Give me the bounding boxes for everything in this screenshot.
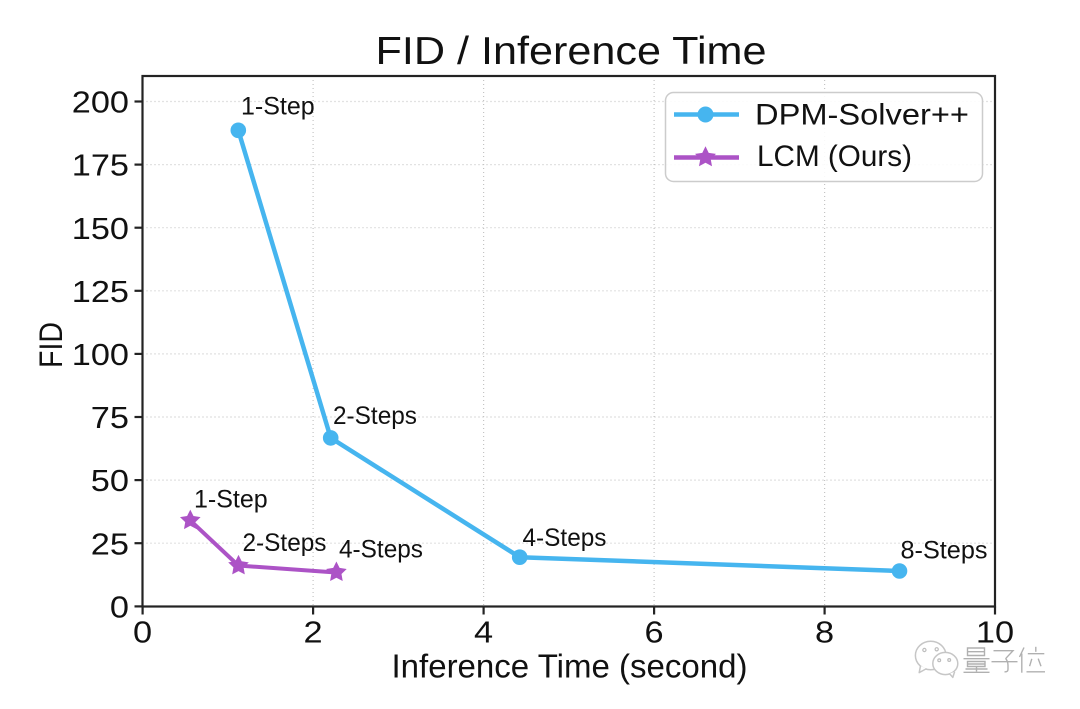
svg-text:Inference Time (second): Inference Time (second) bbox=[392, 647, 748, 684]
svg-text:25: 25 bbox=[91, 526, 129, 561]
svg-text:150: 150 bbox=[72, 211, 129, 246]
svg-text:0: 0 bbox=[133, 614, 152, 649]
svg-text:6: 6 bbox=[645, 614, 664, 649]
svg-text:FID / Inference Time: FID / Inference Time bbox=[376, 30, 767, 73]
svg-text:125: 125 bbox=[72, 274, 129, 309]
svg-text:0: 0 bbox=[110, 590, 129, 625]
svg-text:1-Step: 1-Step bbox=[241, 93, 315, 121]
svg-text:100: 100 bbox=[72, 337, 129, 372]
svg-text:2: 2 bbox=[304, 614, 323, 649]
svg-text:4: 4 bbox=[474, 614, 493, 649]
svg-text:FID: FID bbox=[33, 322, 69, 368]
svg-text:1-Step: 1-Step bbox=[194, 486, 268, 514]
svg-text:2-Steps: 2-Steps bbox=[333, 402, 417, 430]
svg-text:4-Steps: 4-Steps bbox=[339, 536, 423, 564]
svg-text:75: 75 bbox=[91, 400, 129, 435]
svg-text:8: 8 bbox=[815, 614, 834, 649]
svg-text:2-Steps: 2-Steps bbox=[243, 529, 327, 557]
svg-text:10: 10 bbox=[976, 614, 1014, 649]
svg-text:8-Steps: 8-Steps bbox=[901, 537, 988, 565]
svg-text:50: 50 bbox=[91, 463, 129, 498]
svg-text:DPM-Solver++: DPM-Solver++ bbox=[755, 98, 969, 131]
svg-text:4-Steps: 4-Steps bbox=[523, 524, 607, 552]
svg-text:200: 200 bbox=[72, 85, 129, 120]
svg-text:175: 175 bbox=[72, 148, 129, 183]
svg-text:LCM (Ours): LCM (Ours) bbox=[757, 140, 912, 173]
